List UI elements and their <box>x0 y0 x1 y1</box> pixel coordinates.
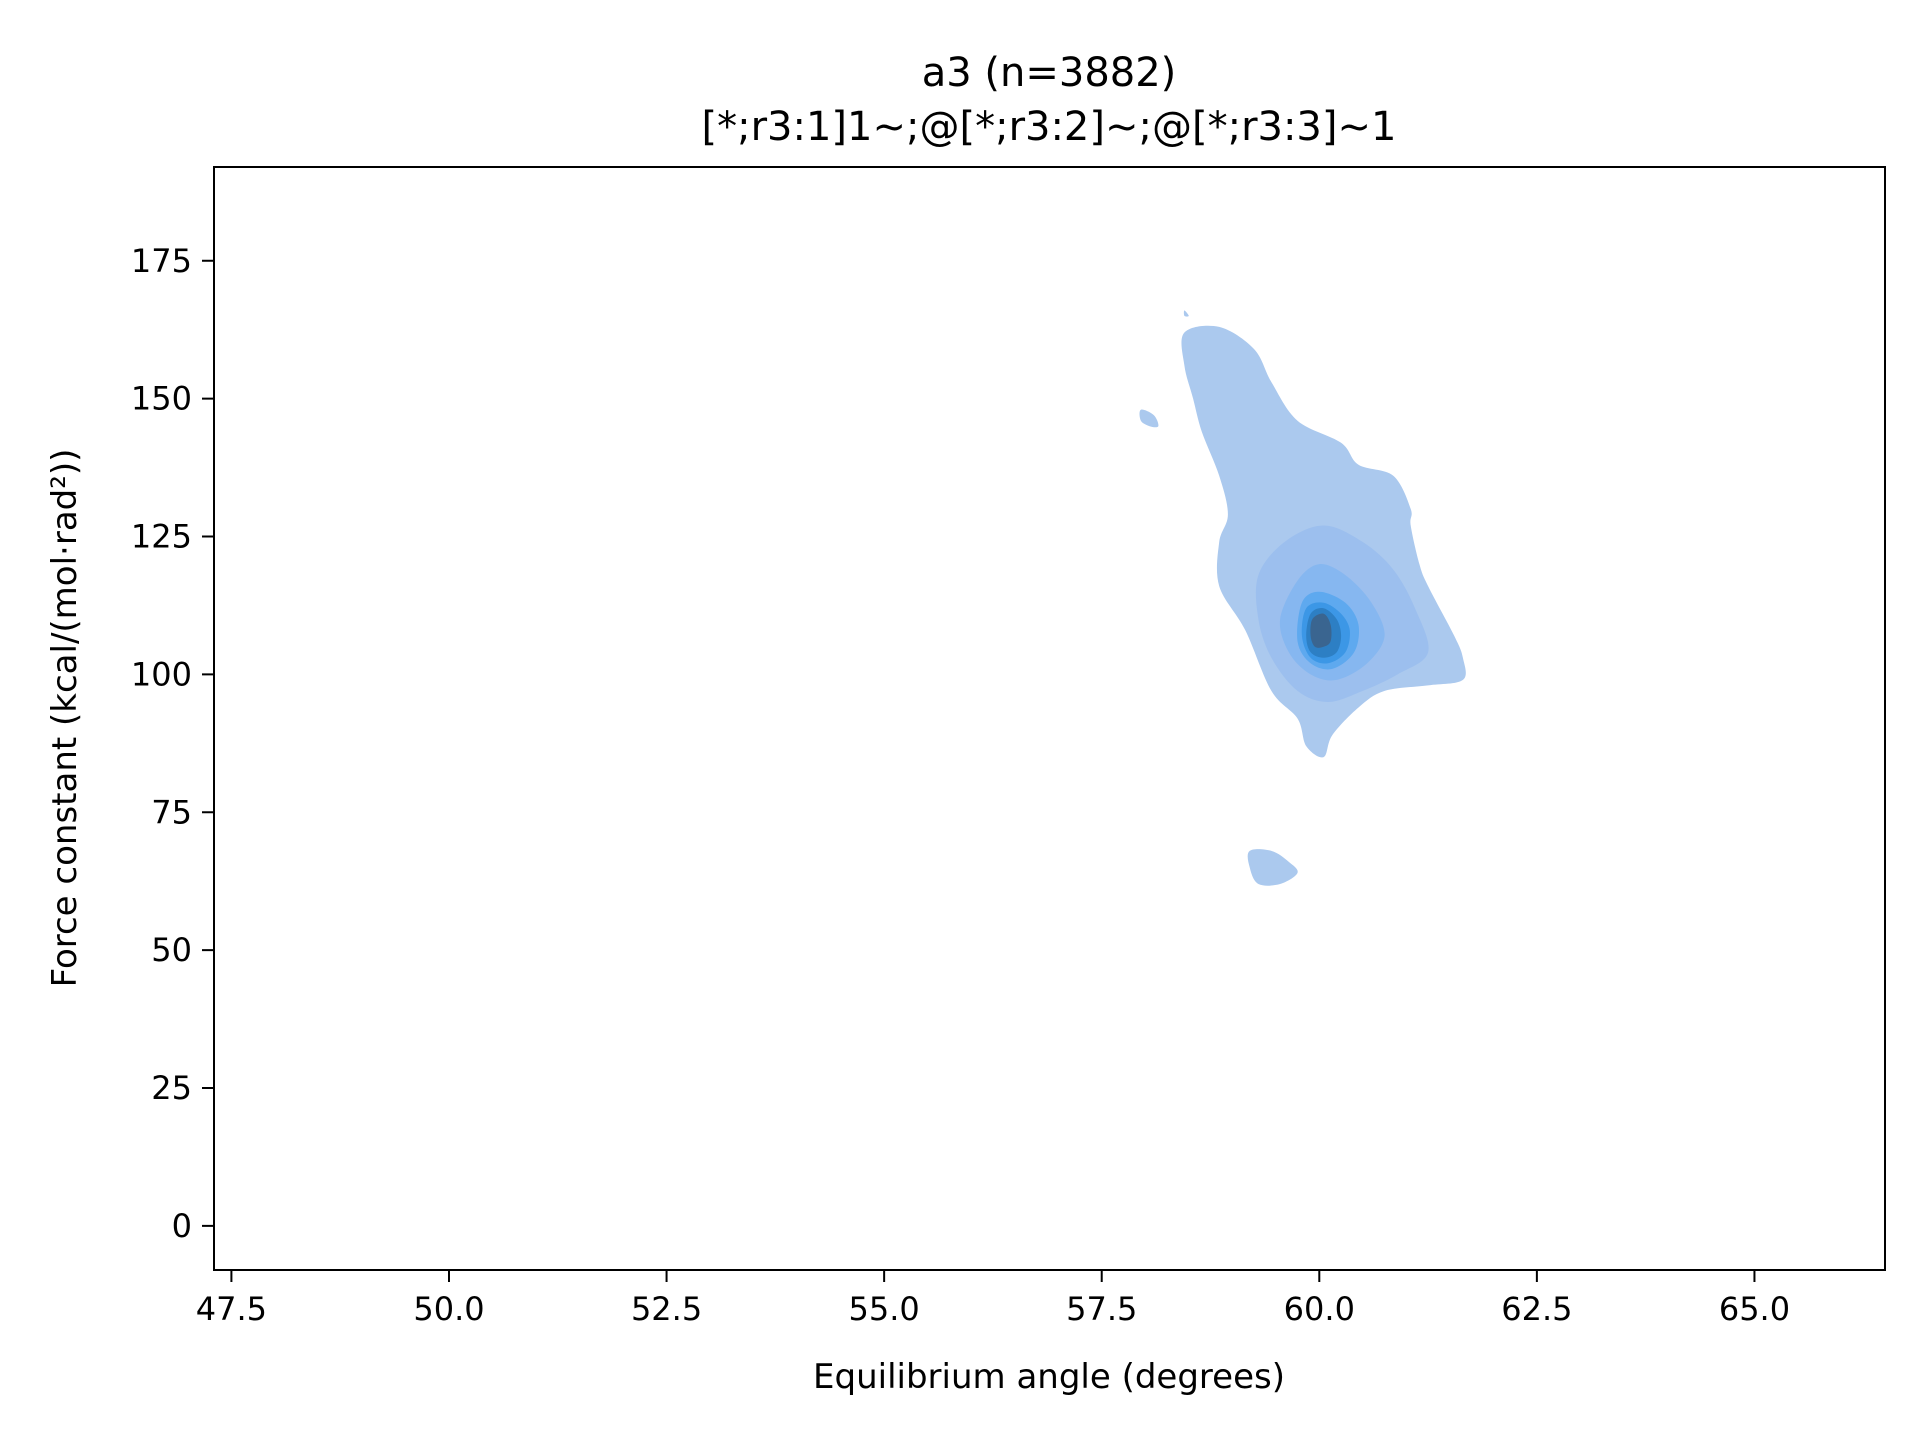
x-tick-label: 57.5 <box>1066 1290 1137 1328</box>
y-tick-label: 100 <box>131 655 192 693</box>
contour-level-3 <box>1247 849 1298 886</box>
x-tick-label: 47.5 <box>196 1290 267 1328</box>
y-tick-label: 125 <box>131 518 192 556</box>
y-tick-label: 175 <box>131 242 192 280</box>
x-tick-label: 52.5 <box>631 1290 702 1328</box>
y-axis-ticks: 0 25 50 75 100 125 150 175 <box>131 242 214 1245</box>
x-tick-label: 65.0 <box>1719 1290 1790 1328</box>
y-tick-label: 150 <box>131 380 192 418</box>
x-tick-label: 60.0 <box>1284 1290 1355 1328</box>
x-axis-ticks: 47.5 50.0 52.5 55.0 57.5 60.0 62.5 65.0 <box>196 1270 1790 1328</box>
contour-level-1 <box>1139 409 1159 428</box>
x-axis-label: Equilibrium angle (degrees) <box>813 1357 1285 1397</box>
x-tick-label: 55.0 <box>849 1290 920 1328</box>
x-tick-label: 62.5 <box>1501 1290 1572 1328</box>
y-tick-label: 25 <box>151 1069 192 1107</box>
y-tick-label: 50 <box>151 931 192 969</box>
x-tick-label: 50.0 <box>413 1290 484 1328</box>
y-tick-label: 75 <box>151 793 192 831</box>
y-axis-label: Force constant (kcal/(mol·rad²)) <box>45 449 85 988</box>
contour-level-9 <box>1310 613 1332 648</box>
density-contours <box>1139 310 1466 886</box>
contour-level-2 <box>1183 310 1189 317</box>
y-tick-label: 0 <box>172 1207 192 1245</box>
chart-title: a3 (n=3882) <box>922 50 1177 96</box>
chart-subtitle: [*;r3:1]1~;@[*;r3:2]~;@[*;r3:3]~1 <box>702 104 1397 150</box>
plot-frame <box>213 166 1886 1271</box>
